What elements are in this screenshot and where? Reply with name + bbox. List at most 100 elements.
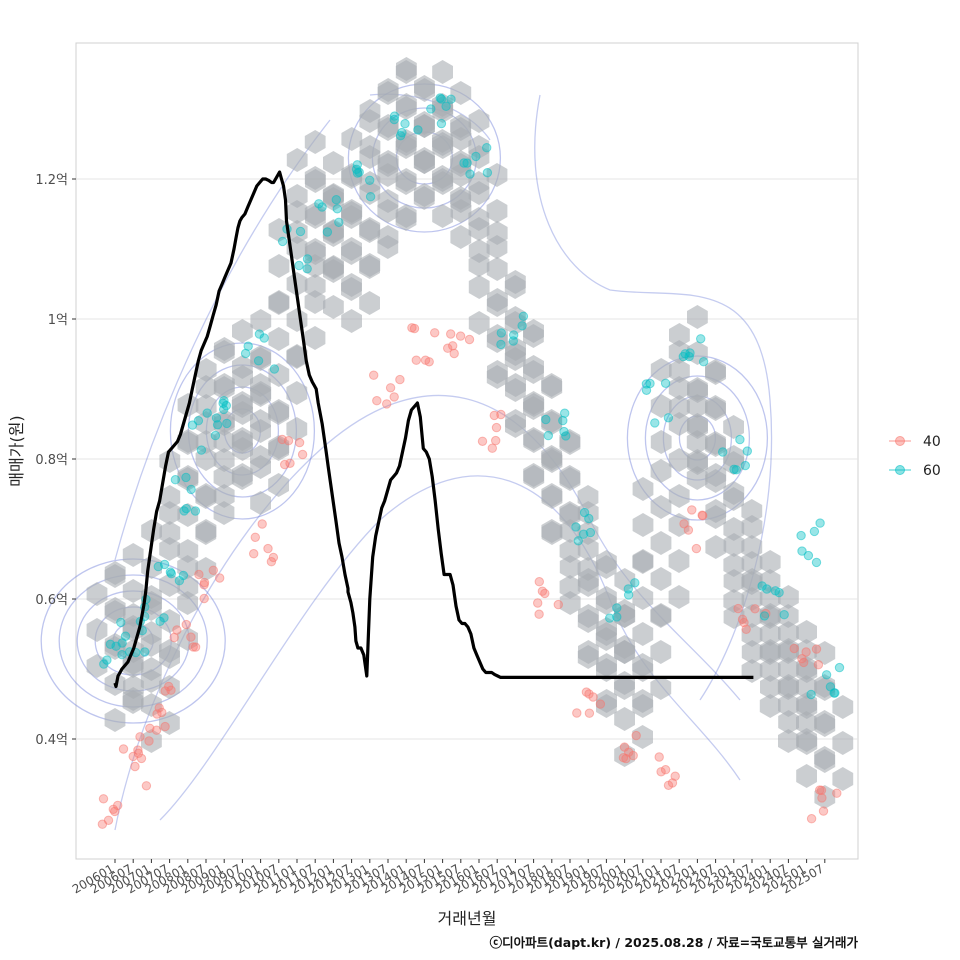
series-60-point xyxy=(332,204,342,214)
series-60-point xyxy=(202,408,212,418)
series-40-point xyxy=(133,745,143,755)
hex-bin xyxy=(705,535,727,559)
hex-bin xyxy=(650,567,672,591)
hex-bin xyxy=(177,429,199,453)
hex-bin xyxy=(487,360,508,384)
hex-bin xyxy=(377,78,399,102)
series-60-point xyxy=(400,119,410,129)
hex-bin xyxy=(122,579,144,603)
series-40-point xyxy=(199,593,209,604)
hex-bin xyxy=(814,641,836,665)
hex-bin xyxy=(705,463,727,487)
series-40-point xyxy=(186,632,196,642)
series-60-points xyxy=(99,93,845,700)
hex-bin xyxy=(486,199,508,223)
hex-bin xyxy=(814,785,836,809)
hex-bin xyxy=(668,412,690,436)
legend-40-label: 40 xyxy=(923,434,941,450)
series-40-point xyxy=(624,747,634,757)
hex-bin xyxy=(541,411,563,435)
hex-bin xyxy=(286,381,308,405)
series-60-point xyxy=(210,430,221,441)
series-60-point xyxy=(584,513,594,524)
hex-bin xyxy=(305,169,326,193)
hex-bin xyxy=(159,711,180,735)
series-40-point xyxy=(135,732,145,742)
hex-bin xyxy=(214,373,235,397)
hex-bin xyxy=(705,433,726,457)
series-60-point xyxy=(612,603,622,613)
series-40-point xyxy=(832,788,842,798)
series-60-point xyxy=(811,557,822,568)
hex-bin xyxy=(596,689,617,713)
hex-bin xyxy=(268,218,290,242)
hex-bin xyxy=(468,109,490,133)
hex-bin xyxy=(650,676,672,700)
hex-bin xyxy=(396,93,417,117)
hex-bin xyxy=(159,501,180,525)
hex-bin xyxy=(377,225,399,249)
hex-bin xyxy=(687,415,708,439)
series-40-point xyxy=(157,707,167,718)
hex-bins xyxy=(86,57,854,809)
series-60-point xyxy=(317,202,327,212)
hex-bin xyxy=(523,429,545,453)
series-60-point xyxy=(731,465,741,475)
series-40-point xyxy=(160,721,170,732)
series-40-point xyxy=(537,586,548,596)
hex-bin xyxy=(632,622,654,646)
series-40-point xyxy=(249,549,259,559)
series-60-point xyxy=(322,227,333,237)
hex-bin xyxy=(723,569,745,593)
hex-bin xyxy=(614,604,636,628)
hex-bin xyxy=(796,675,817,699)
series-40-point xyxy=(595,699,606,709)
hex-bin xyxy=(323,219,344,243)
hex-bin xyxy=(468,239,490,263)
series-60-point xyxy=(334,217,344,228)
hex-bin xyxy=(268,473,289,497)
series-60-point xyxy=(196,445,207,455)
hex-bin xyxy=(559,431,581,455)
series-60-point xyxy=(560,408,570,418)
series-40-point xyxy=(382,399,392,409)
series-40-point xyxy=(113,800,123,811)
legend-60-key xyxy=(895,465,905,475)
hex-bin xyxy=(668,376,690,400)
series-60-point xyxy=(541,414,551,425)
series-60-point xyxy=(740,460,750,471)
series-60-point xyxy=(718,447,728,457)
y-tick-label: 1억 xyxy=(48,313,68,328)
series-60-point xyxy=(815,518,825,528)
series-60-point xyxy=(222,418,232,429)
hex-bin xyxy=(523,465,545,489)
hex-bin xyxy=(268,327,290,351)
series-60-point xyxy=(352,160,362,170)
series-60-point xyxy=(650,418,660,428)
hex-bin xyxy=(86,618,108,642)
series-40-point xyxy=(188,642,198,652)
hex-bin xyxy=(759,694,781,718)
hex-bin xyxy=(304,274,326,298)
hex-bin xyxy=(632,694,654,718)
hex-bin xyxy=(705,397,726,421)
hex-bin xyxy=(614,707,635,731)
series-40-point xyxy=(572,708,582,718)
hex-bin xyxy=(505,337,526,361)
hex-bin xyxy=(213,429,235,453)
series-60-point xyxy=(219,396,229,406)
series-60-point xyxy=(605,613,615,623)
series-60-point xyxy=(663,413,674,423)
hex-bin xyxy=(814,713,836,737)
series-60-point xyxy=(518,311,529,321)
series-60-point xyxy=(834,662,845,673)
series-60-point xyxy=(471,151,481,162)
series-40-point xyxy=(801,647,811,657)
hex-bin xyxy=(122,543,144,567)
hex-bin xyxy=(232,437,253,461)
series-60-point xyxy=(762,584,772,594)
hex-bin xyxy=(778,710,799,734)
series-40-point xyxy=(455,331,466,341)
series-40-point xyxy=(420,355,431,365)
hex-bin xyxy=(286,417,308,441)
